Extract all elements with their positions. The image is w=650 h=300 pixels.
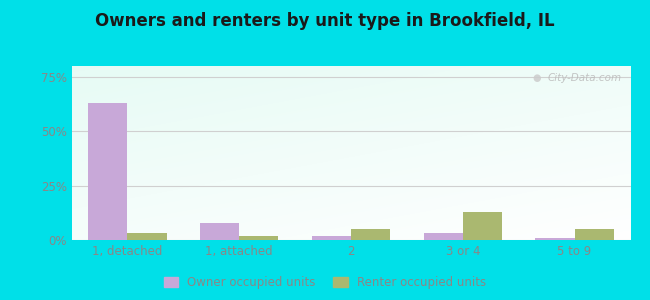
Bar	[127, 233, 166, 240]
Bar	[312, 236, 351, 240]
Text: City-Data.com: City-Data.com	[548, 73, 622, 83]
Bar	[239, 236, 278, 240]
Text: ●: ●	[532, 73, 541, 83]
Bar	[424, 233, 463, 240]
Bar	[575, 229, 614, 240]
Bar	[463, 212, 502, 240]
Bar	[200, 223, 239, 240]
Bar	[88, 103, 127, 240]
Text: Owners and renters by unit type in Brookfield, IL: Owners and renters by unit type in Brook…	[95, 12, 555, 30]
Bar	[351, 229, 390, 240]
Legend: Owner occupied units, Renter occupied units: Owner occupied units, Renter occupied un…	[159, 272, 491, 294]
Bar	[536, 238, 575, 240]
